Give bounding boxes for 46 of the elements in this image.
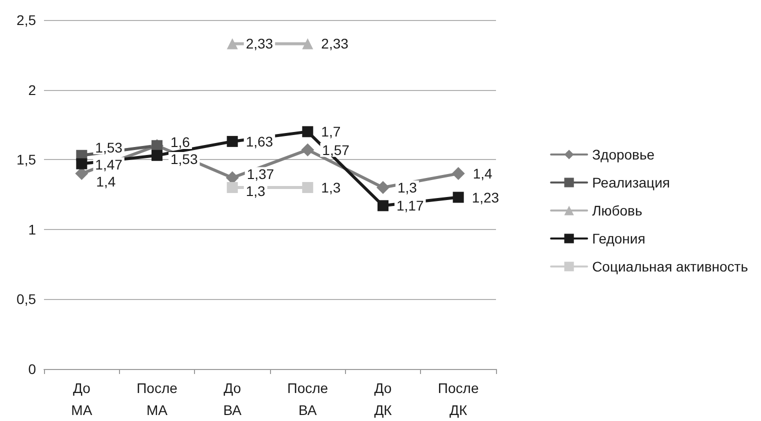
x-tick-label: После МА <box>136 380 178 418</box>
legend-label: Социальная активность <box>592 258 748 274</box>
y-tick-label: 1 <box>28 221 36 238</box>
point <box>226 182 238 194</box>
data-label: 1,4 <box>96 173 116 190</box>
data-label: 1,57 <box>322 142 350 158</box>
point <box>75 167 88 180</box>
data-label: 1,3 <box>246 183 266 200</box>
point <box>452 192 464 203</box>
data-label: 1,63 <box>246 133 274 150</box>
legend-label: Гедония <box>592 230 646 246</box>
y-tick-label: 0,5 <box>16 291 36 308</box>
point <box>302 126 314 138</box>
data-label: 1,17 <box>396 198 424 214</box>
x-tick-label: После ДК <box>438 380 479 418</box>
data-label: 1,53 <box>95 139 123 156</box>
point <box>226 136 238 147</box>
data-label: 1,7 <box>321 124 341 140</box>
x-tick-label: До ВА <box>223 380 242 418</box>
y-tick-label: 1,5 <box>16 152 36 168</box>
point <box>301 143 314 156</box>
point <box>376 181 390 194</box>
legend-label: Здоровье <box>592 146 655 162</box>
legend-label: Реализация <box>592 174 670 190</box>
data-label: 2,33 <box>246 36 274 52</box>
y-tick-label: 0 <box>28 361 36 377</box>
legend-label: Любовь <box>592 202 642 218</box>
data-label: 1,4 <box>472 166 493 182</box>
x-tick-label: После ВА <box>287 380 328 418</box>
point <box>76 158 88 170</box>
data-label: 1,37 <box>246 166 274 182</box>
point <box>152 150 162 161</box>
data-label: 1,3 <box>398 180 418 196</box>
data-label: 2,33 <box>321 36 349 52</box>
x-tick-label: До МА <box>71 380 93 418</box>
data-label: 1,3 <box>321 180 341 196</box>
data-label: 1,47 <box>95 156 123 172</box>
y-tick-label: 2,5 <box>16 12 36 28</box>
data-label: 1,23 <box>472 189 500 206</box>
point <box>302 182 314 194</box>
x-tick-label: До ДК <box>374 380 393 418</box>
point <box>378 200 388 212</box>
y-tick-label: 2 <box>28 82 36 98</box>
data-label: 1,53 <box>170 151 198 168</box>
point <box>452 167 465 180</box>
data-label: 1,6 <box>170 134 190 150</box>
